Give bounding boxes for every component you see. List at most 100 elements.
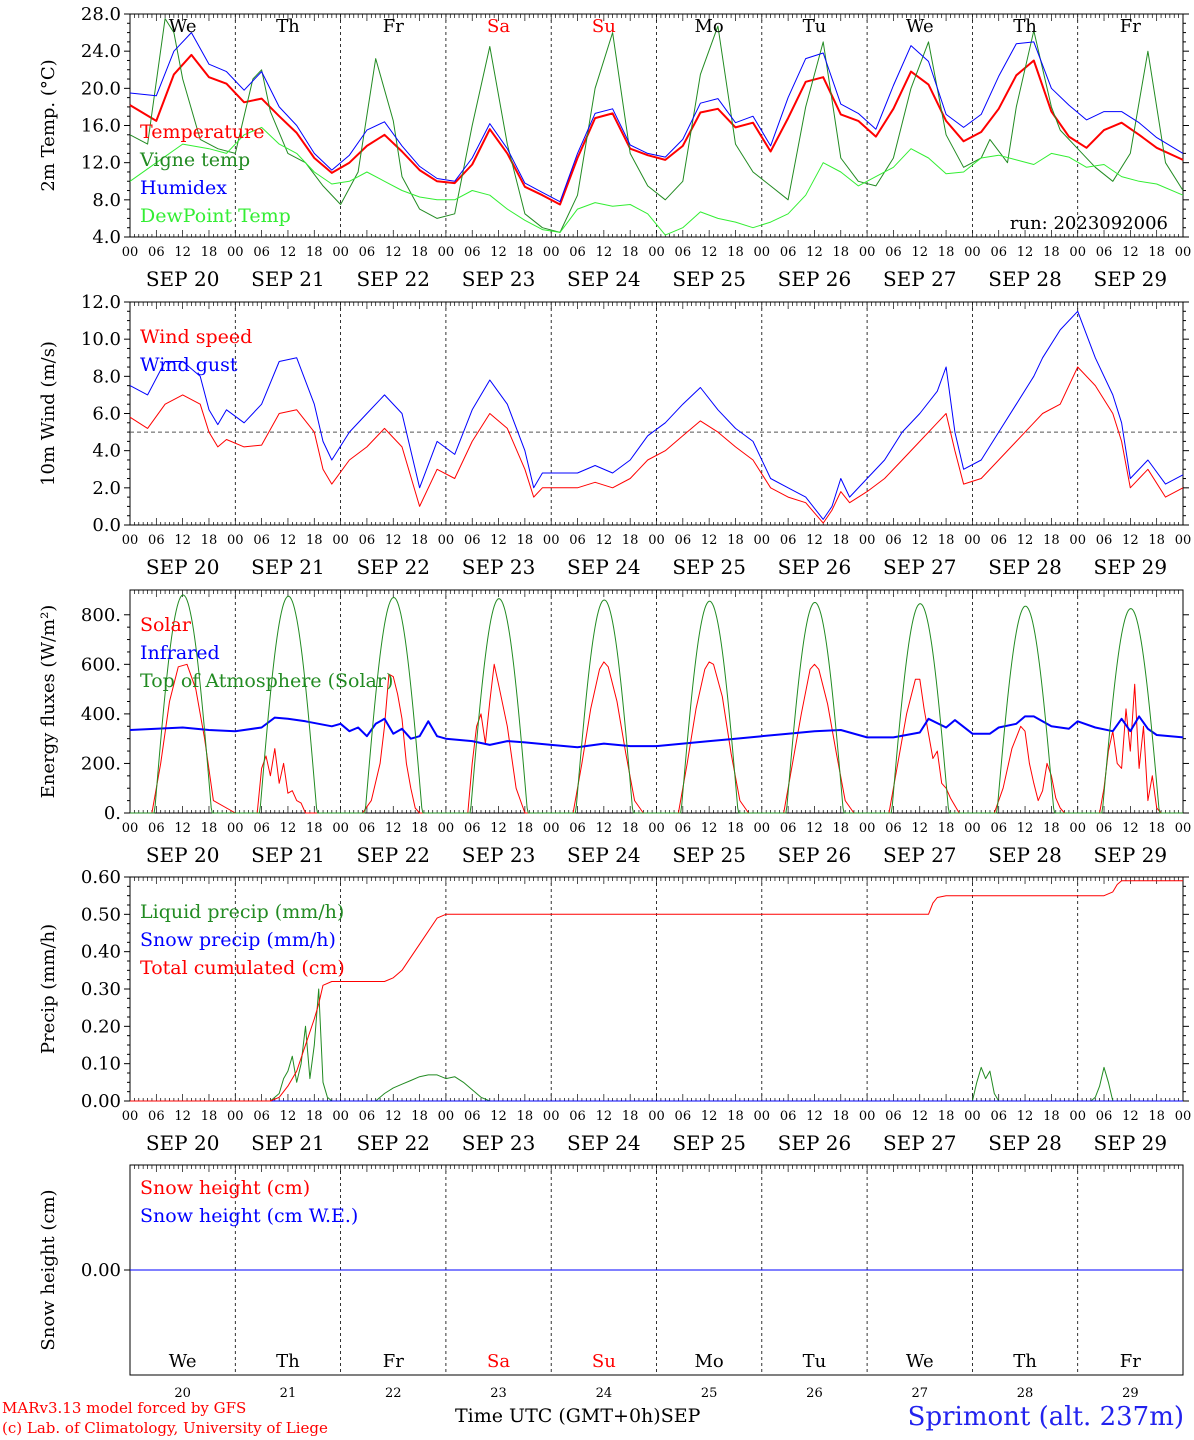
- day-number-label: 25: [701, 1386, 718, 1400]
- date-label: SEP 29: [1094, 267, 1168, 291]
- y-tick-label: 10.0: [81, 329, 121, 350]
- date-label: SEP 23: [462, 1131, 536, 1155]
- model-credit: MARv3.13 model forced by GFS: [2, 1399, 247, 1417]
- hour-tick-label: 18: [201, 533, 218, 548]
- date-label: SEP 26: [778, 1131, 852, 1155]
- hour-tick-label: 12: [806, 533, 823, 548]
- hour-tick-label: 00: [332, 1109, 349, 1124]
- y-axis-title: Energy fluxes (W/m²): [38, 605, 59, 799]
- hour-tick-label: 12: [596, 533, 613, 548]
- date-label: SEP 21: [251, 843, 325, 867]
- hour-tick-label: 00: [438, 533, 455, 548]
- hour-tick-label: 12: [596, 821, 613, 836]
- legend-entry: Humidex: [140, 177, 227, 199]
- hour-tick-label: 00: [227, 245, 244, 260]
- meteogram-chart: 4.0 8.0 12.0 16.0 20.0 24.0 28.0 2m Temp. (°C) T…: [38, 4, 1191, 1400]
- hour-tick-label: 12: [385, 1109, 402, 1124]
- y-tick-label: 4.0: [92, 227, 121, 248]
- hour-tick-label: 00: [332, 533, 349, 548]
- date-label: SEP 27: [883, 267, 957, 291]
- legend-entry: Wind speed: [140, 326, 252, 348]
- hour-tick-label: 06: [990, 245, 1007, 260]
- hour-tick-label: 06: [885, 821, 902, 836]
- y-tick-label: 0.00: [81, 1260, 121, 1281]
- date-label: SEP 20: [146, 555, 220, 579]
- legend-entry: DewPoint Temp: [140, 205, 291, 227]
- series-line-liquid-precip-mm-h: [130, 988, 1183, 1102]
- date-label: SEP 22: [356, 843, 430, 867]
- hour-tick-label: 12: [701, 533, 718, 548]
- hour-tick-label: 06: [464, 245, 481, 260]
- hour-tick-label: 06: [675, 533, 692, 548]
- hour-tick-label: 18: [727, 533, 744, 548]
- weekday-label: Tu: [803, 1351, 827, 1372]
- y-tick-label: 0.00: [81, 1091, 121, 1112]
- hour-tick-label: 12: [174, 533, 191, 548]
- weekday-label: We: [906, 16, 934, 37]
- hour-tick-label: 18: [517, 821, 534, 836]
- hour-tick-label: 18: [938, 821, 955, 836]
- date-label: SEP 24: [567, 843, 641, 867]
- hour-tick-label: 00: [648, 1109, 665, 1124]
- run-label: run: 2023092006: [1010, 213, 1168, 234]
- hour-tick-label: 00: [227, 1109, 244, 1124]
- weekday-label: Th: [1013, 16, 1037, 37]
- hour-tick-label: 06: [253, 821, 270, 836]
- legend-entry: Total cumulated (cm): [140, 957, 345, 979]
- panel-temperature: 4.0 8.0 12.0 16.0 20.0 24.0 28.0 2m Temp. (°C) T…: [38, 4, 1191, 291]
- weekday-label: We: [169, 16, 197, 37]
- date-label: SEP 28: [988, 1131, 1062, 1155]
- month-label: SEP: [660, 1405, 701, 1427]
- hour-tick-label: 06: [990, 533, 1007, 548]
- hour-tick-label: 00: [859, 245, 876, 260]
- hour-tick-label: 00: [332, 821, 349, 836]
- panel-precip: 0.00 0.10 0.20 0.30 0.40 0.50 0.60 Precip (mm/h…: [38, 867, 1191, 1155]
- hour-tick-label: 12: [1017, 1109, 1034, 1124]
- y-tick-label: 400.: [81, 704, 121, 725]
- date-label: SEP 25: [672, 555, 746, 579]
- date-label: SEP 28: [988, 267, 1062, 291]
- hour-tick-label: 06: [359, 533, 376, 548]
- hour-tick-label: 00: [122, 821, 139, 836]
- date-label: SEP 26: [778, 267, 852, 291]
- y-tick-label: 16.0: [81, 116, 121, 137]
- hour-tick-label: 06: [464, 821, 481, 836]
- hour-tick-label: 12: [490, 533, 507, 548]
- y-axis-title: Snow height (cm): [38, 1189, 59, 1350]
- hour-tick-label: 12: [490, 821, 507, 836]
- hour-tick-label: 12: [1122, 245, 1139, 260]
- hour-tick-label: 06: [569, 1109, 586, 1124]
- hour-tick-label: 00: [1175, 245, 1192, 260]
- day-number-label: 29: [1122, 1386, 1139, 1400]
- legend-entry: Vigne temp: [139, 149, 250, 171]
- y-axis-title: Precip (mm/h): [38, 924, 59, 1054]
- hour-tick-label: 18: [727, 245, 744, 260]
- hour-tick-label: 06: [148, 245, 165, 260]
- hour-tick-label: 18: [201, 245, 218, 260]
- hour-tick-label: 06: [253, 245, 270, 260]
- hour-tick-label: 06: [148, 533, 165, 548]
- hour-tick-label: 18: [1043, 821, 1060, 836]
- hour-tick-label: 12: [174, 821, 191, 836]
- hour-tick-label: 06: [253, 533, 270, 548]
- hour-tick-label: 00: [438, 821, 455, 836]
- y-tick-label: 0.10: [81, 1054, 121, 1075]
- hour-tick-label: 18: [938, 245, 955, 260]
- y-tick-label: 0.30: [81, 979, 121, 1000]
- y-tick-label: 24.0: [81, 41, 121, 62]
- hour-tick-label: 06: [148, 821, 165, 836]
- hour-tick-label: 12: [806, 245, 823, 260]
- date-label: SEP 27: [883, 843, 957, 867]
- hour-tick-label: 06: [1096, 245, 1113, 260]
- hour-tick-label: 12: [1017, 533, 1034, 548]
- hour-tick-label: 00: [122, 245, 139, 260]
- hour-tick-label: 12: [280, 821, 297, 836]
- hour-tick-label: 06: [675, 821, 692, 836]
- weekday-label: Fr: [383, 1351, 404, 1372]
- hour-tick-label: 00: [648, 245, 665, 260]
- y-tick-label: 200.: [81, 753, 121, 774]
- date-label: SEP 25: [672, 1131, 746, 1155]
- date-label: SEP 29: [1094, 843, 1168, 867]
- hour-tick-label: 18: [622, 533, 639, 548]
- hour-tick-label: 18: [201, 1109, 218, 1124]
